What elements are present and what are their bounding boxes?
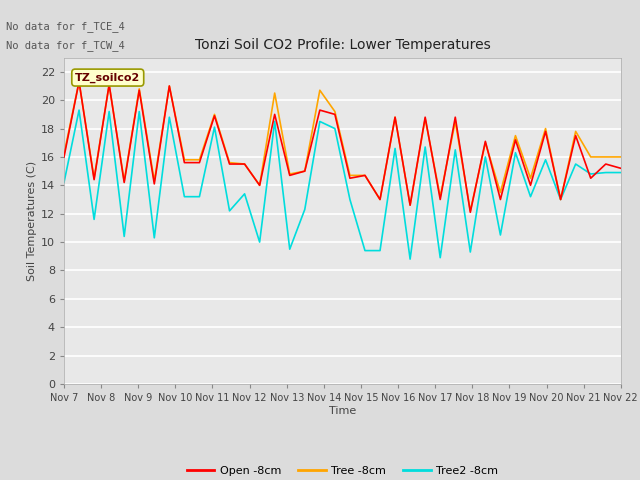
Text: TZ_soilco2: TZ_soilco2 bbox=[75, 72, 140, 83]
Y-axis label: Soil Temperatures (C): Soil Temperatures (C) bbox=[26, 161, 36, 281]
X-axis label: Time: Time bbox=[329, 406, 356, 416]
Title: Tonzi Soil CO2 Profile: Lower Temperatures: Tonzi Soil CO2 Profile: Lower Temperatur… bbox=[195, 38, 490, 52]
Legend: Open -8cm, Tree -8cm, Tree2 -8cm: Open -8cm, Tree -8cm, Tree2 -8cm bbox=[182, 461, 502, 480]
Text: No data for f_TCE_4: No data for f_TCE_4 bbox=[6, 21, 125, 32]
Text: No data for f_TCW_4: No data for f_TCW_4 bbox=[6, 40, 125, 51]
